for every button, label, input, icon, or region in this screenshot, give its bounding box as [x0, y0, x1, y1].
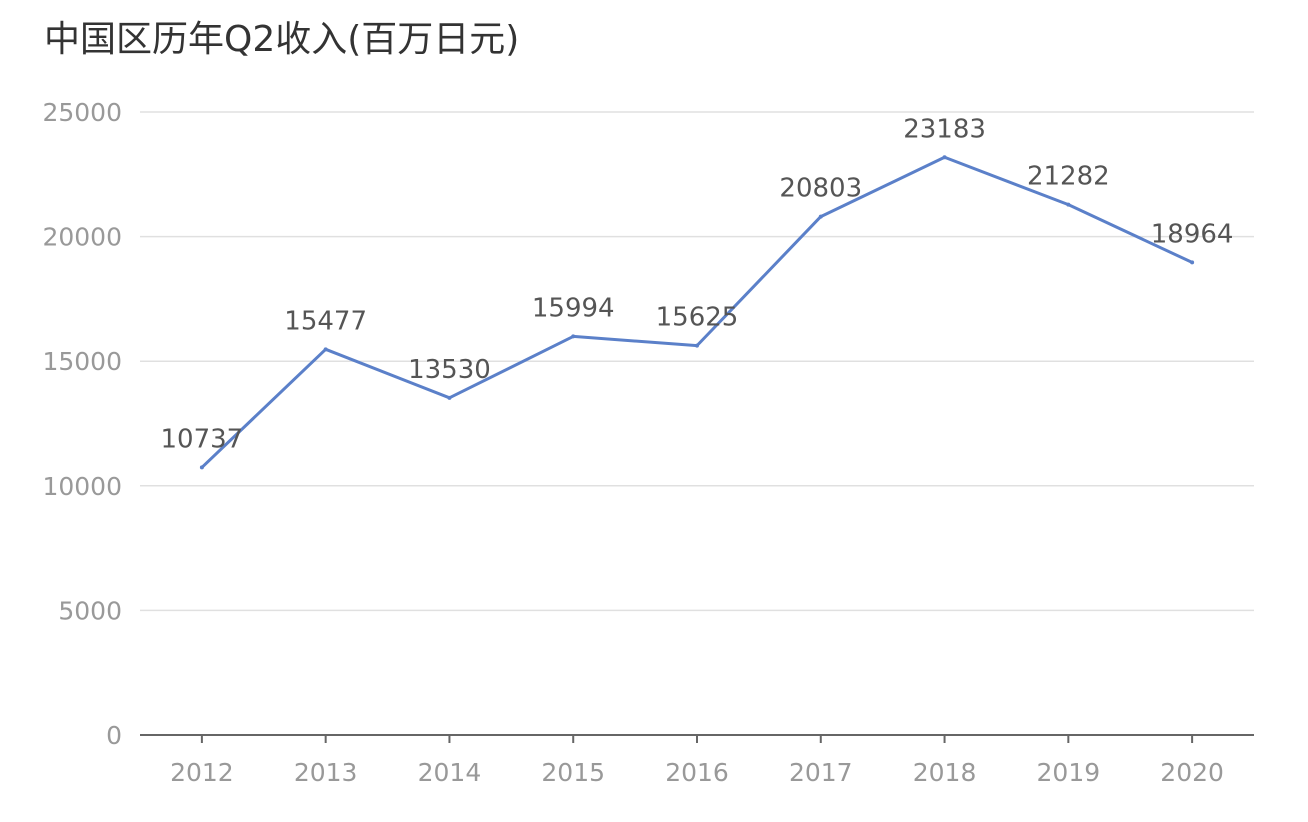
x-tick-label: 2017	[789, 758, 853, 787]
data-point	[571, 334, 576, 339]
data-point	[695, 343, 699, 348]
data-point	[1190, 260, 1195, 265]
series	[199, 155, 1195, 470]
data-label: 10737	[161, 424, 244, 454]
data-label: 15994	[532, 293, 615, 323]
data-label: 20803	[779, 174, 862, 204]
data-label: 13530	[408, 355, 491, 385]
y-tick-label: 20000	[42, 223, 122, 252]
data-labels: 10737 15477 13530 15994 15625 20803 23183 21282…	[161, 114, 1234, 454]
y-tick-label: 0	[106, 721, 122, 750]
x-tick-label: 2020	[1160, 758, 1224, 787]
data-point	[447, 395, 452, 400]
data-point	[818, 214, 823, 219]
data-point	[942, 155, 947, 160]
data-label: 21282	[1027, 162, 1110, 192]
chart-title: 中国区历年Q2收入(百万日元)	[44, 19, 520, 60]
x-tick-label: 2016	[665, 758, 729, 787]
x-tick-label: 2019	[1037, 758, 1101, 787]
data-label: 15477	[284, 306, 367, 336]
y-tick-label: 25000	[42, 98, 122, 127]
data-label: 15625	[656, 303, 739, 333]
y-tick-label: 15000	[42, 347, 122, 376]
x-tick-label: 2012	[170, 758, 234, 787]
x-tick-label: 2014	[418, 758, 482, 787]
y-axis-ticks: 0 5000 10000 15000 20000 25000	[42, 98, 122, 750]
data-label: 23183	[903, 114, 986, 144]
x-tick-label: 2013	[294, 758, 358, 787]
data-point	[323, 347, 328, 352]
data-point	[1066, 202, 1071, 207]
gridlines	[140, 111, 1254, 612]
x-axis: 2012 2013 2014 2015 2016 2017 2018 2019 2020	[140, 734, 1254, 787]
y-tick-label: 5000	[58, 596, 122, 625]
data-label: 18964	[1151, 219, 1234, 249]
y-tick-label: 10000	[42, 472, 122, 501]
x-tick-label: 2018	[913, 758, 977, 787]
x-tick-label: 2015	[541, 758, 605, 787]
data-point	[199, 465, 204, 470]
